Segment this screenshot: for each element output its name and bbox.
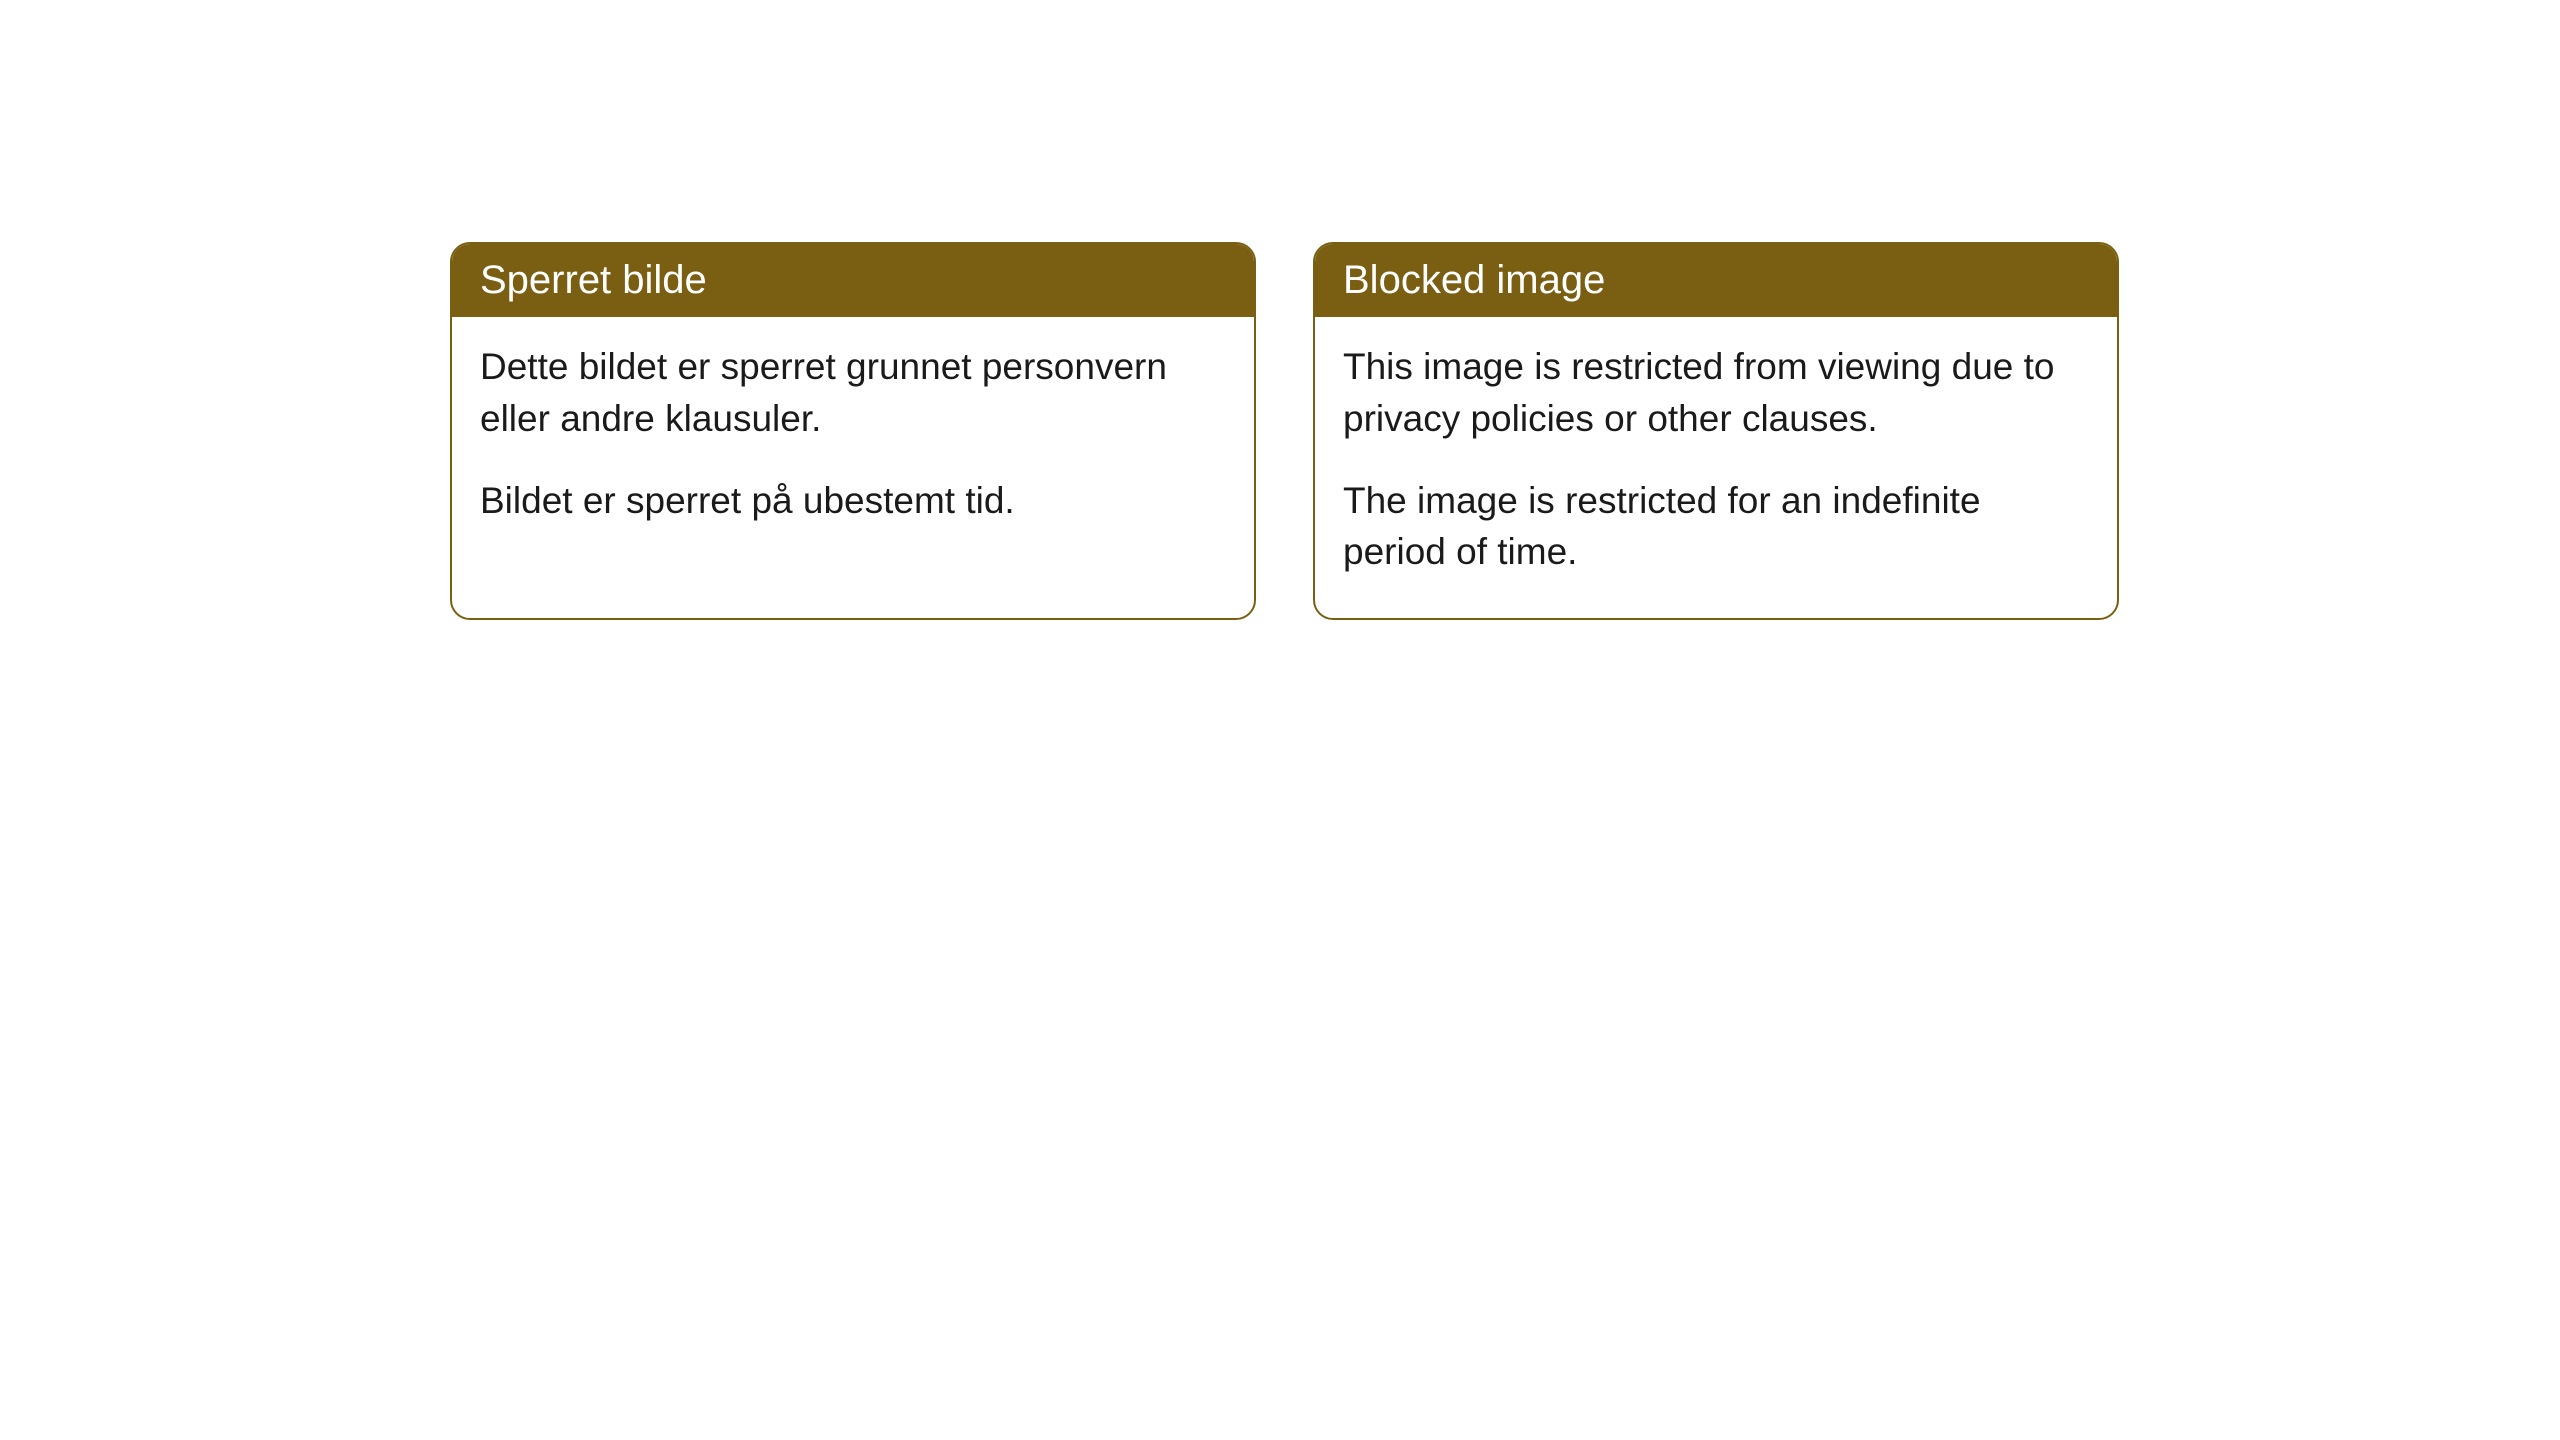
card-text-line-2: Bildet er sperret på ubestemt tid. xyxy=(480,475,1226,527)
cards-container: Sperret bilde Dette bildet er sperret gr… xyxy=(450,242,2119,620)
card-text-line-2: The image is restricted for an indefinit… xyxy=(1343,475,2089,579)
blocked-image-card-norwegian: Sperret bilde Dette bildet er sperret gr… xyxy=(450,242,1256,620)
card-text-line-1: This image is restricted from viewing du… xyxy=(1343,341,2089,445)
card-header: Sperret bilde xyxy=(452,244,1254,317)
card-title: Blocked image xyxy=(1343,258,1605,302)
card-header: Blocked image xyxy=(1315,244,2117,317)
card-body: Dette bildet er sperret grunnet personve… xyxy=(452,317,1254,566)
blocked-image-card-english: Blocked image This image is restricted f… xyxy=(1313,242,2119,620)
card-body: This image is restricted from viewing du… xyxy=(1315,317,2117,618)
card-text-line-1: Dette bildet er sperret grunnet personve… xyxy=(480,341,1226,445)
card-title: Sperret bilde xyxy=(480,258,707,302)
